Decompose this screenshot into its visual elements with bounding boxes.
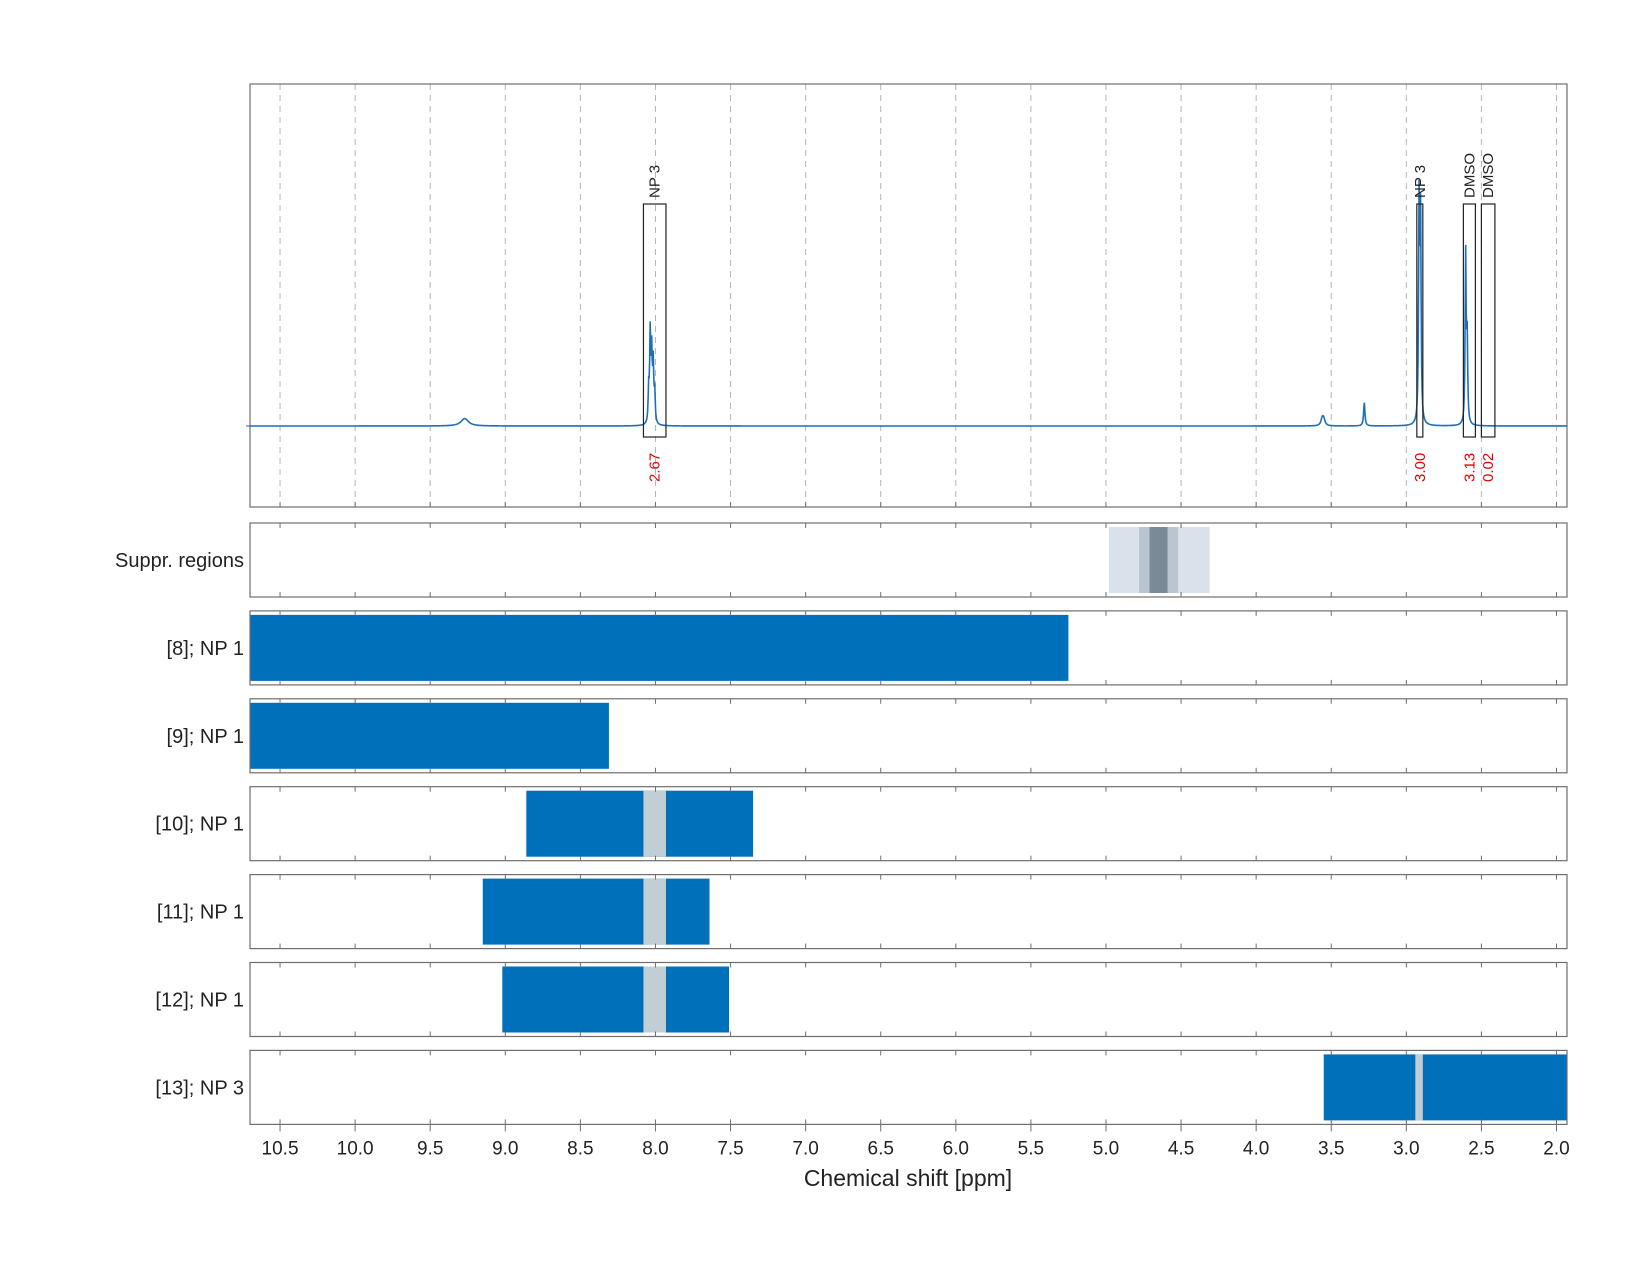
- x-tick-label: 8.5: [567, 1138, 593, 1159]
- region-bar: [1323, 1054, 1567, 1121]
- x-tick-label: 3.5: [1318, 1138, 1344, 1159]
- annotation-label: DMSO: [1461, 153, 1478, 198]
- track-row: [12]; NP 1: [155, 961, 1568, 1038]
- region-bar: [250, 702, 609, 769]
- track-label: Suppr. regions: [115, 550, 244, 572]
- grid-lines: [279, 84, 1557, 507]
- x-tick-label: 4.5: [1168, 1138, 1194, 1159]
- track-frame: [249, 522, 1568, 598]
- track-row: Suppr. regions: [115, 522, 1568, 598]
- region-bar: [643, 878, 666, 945]
- track-label: [12]; NP 1: [155, 990, 244, 1012]
- spectrum-panel: NP 3 2.67 NP 3 3.00 DMSO 3.13 DMSO 0.02: [246, 83, 1568, 508]
- track-frame: [249, 698, 1568, 774]
- region-bar: [250, 614, 1069, 681]
- track-label: [9]; NP 1: [167, 726, 244, 748]
- region-bar: [482, 878, 710, 945]
- track-frame: [249, 873, 1568, 950]
- annotation-label: NP 3: [1412, 165, 1429, 198]
- track-label: [10]; NP 1: [155, 814, 244, 836]
- spectrum-line: [250, 179, 1567, 427]
- track-frame: [249, 1049, 1568, 1126]
- region-bar: [502, 966, 730, 1033]
- track-frame: [249, 961, 1568, 1038]
- region-bar: [1149, 527, 1168, 593]
- track-row: [8]; NP 1: [167, 610, 1568, 686]
- region-bar: [643, 966, 666, 1033]
- x-tick-label: 10.5: [262, 1138, 299, 1159]
- track-row: [10]; NP 1: [155, 786, 1568, 862]
- x-tick-label: 2.0: [1543, 1138, 1569, 1159]
- annotation-label: DMSO: [1480, 153, 1497, 198]
- integral-label: 3.13: [1461, 453, 1478, 482]
- x-tick-label: 10.0: [337, 1138, 374, 1159]
- x-tick-label: 5.5: [1018, 1138, 1044, 1159]
- annotation-box: [642, 203, 667, 438]
- region-bar: [643, 790, 666, 857]
- track-label: [8]; NP 1: [167, 638, 244, 660]
- x-axis-label: Chemical shift [ppm]: [804, 1165, 1012, 1191]
- x-tick-label: 4.0: [1243, 1138, 1269, 1159]
- x-tick-label: 7.0: [792, 1138, 818, 1159]
- region-bar: [526, 790, 754, 857]
- x-tick-label: 2.5: [1468, 1138, 1494, 1159]
- integral-label: 0.02: [1480, 453, 1497, 482]
- annotation-box: [1416, 203, 1424, 438]
- x-tick-label: 3.0: [1393, 1138, 1419, 1159]
- region-tracks: Suppr. regions [8]; NP 1 [9]; NP 1 [10]; NP…: [115, 522, 1568, 1126]
- spectrum-frame: [249, 83, 1568, 508]
- x-tick-label: 9.0: [492, 1138, 518, 1159]
- track-frame: [249, 786, 1568, 862]
- x-tick-label: 9.5: [417, 1138, 443, 1159]
- track-row: [13]; NP 3: [155, 1049, 1568, 1126]
- track-label: [13]; NP 3: [155, 1077, 244, 1099]
- integral-label: 3.00: [1412, 453, 1429, 482]
- annotation-label: NP 3: [647, 165, 664, 198]
- track-frame: [249, 610, 1568, 686]
- peak-annotations: NP 3 2.67 NP 3 3.00 DMSO 3.13 DMSO 0.02: [642, 153, 1497, 482]
- x-tick-label: 6.5: [868, 1138, 894, 1159]
- x-tick-label: 7.5: [717, 1138, 743, 1159]
- x-tick-label: 8.0: [642, 1138, 668, 1159]
- x-tick-label: 5.0: [1093, 1138, 1119, 1159]
- track-label: [11]; NP 1: [157, 902, 244, 924]
- track-row: [9]; NP 1: [167, 698, 1568, 774]
- region-bar: [1415, 1054, 1423, 1121]
- track-row: [11]; NP 1: [157, 873, 1568, 950]
- integral-label: 2.67: [647, 453, 664, 482]
- annotation-box: [1480, 203, 1496, 438]
- x-tick-label: 6.0: [943, 1138, 969, 1159]
- annotation-box: [1462, 203, 1476, 438]
- x-axis: 10.5 10.0 9.5 9.0 8.5 8.0 7.5 7.0 6.5 6.0 5.5 5.0 4.…: [262, 502, 1570, 1159]
